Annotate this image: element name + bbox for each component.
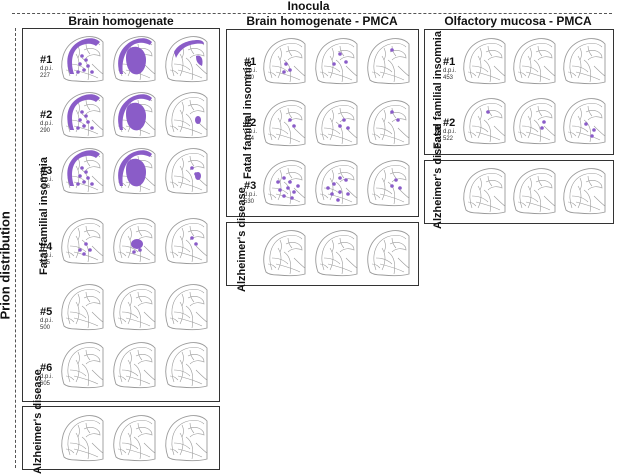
omp-ad-section-c3 bbox=[563, 168, 606, 215]
omp-section-r1-c3 bbox=[563, 38, 606, 85]
side-divider bbox=[15, 28, 16, 468]
bhp-section-r1-c2 bbox=[315, 38, 358, 85]
bh-section-r5-c3 bbox=[165, 284, 208, 331]
bh-row-5-label: #5 d.p.i. 500 bbox=[40, 306, 54, 331]
bh-ffi-box bbox=[22, 28, 220, 402]
bhp-section-r3-c2 bbox=[315, 160, 358, 207]
bhp-section-r1-c1 bbox=[263, 38, 306, 85]
omp-row-1-label: #1 d.p.i. 453 bbox=[443, 56, 457, 81]
bh-section-r4-c3 bbox=[165, 218, 208, 265]
omp-row-2-label: #2 d.p.i. 522 bbox=[443, 117, 457, 142]
omp-section-r2-c1 bbox=[463, 98, 506, 145]
bh-section-r6-c1 bbox=[61, 342, 104, 389]
bh-section-r3-c2 bbox=[113, 148, 156, 195]
inocula-title: Inocula bbox=[287, 0, 330, 13]
bhp-section-r1-c3 bbox=[367, 38, 410, 85]
bhp-section-r3-c1 bbox=[263, 160, 306, 207]
omp-ad-section-c1 bbox=[463, 168, 506, 215]
omp-section-r1-c2 bbox=[513, 38, 556, 85]
bhp-section-r3-c3 bbox=[367, 160, 410, 207]
bhp-ad-label: Alzheimer's disease bbox=[236, 187, 248, 292]
omp-ad-label: Alzheimer's disease bbox=[432, 124, 444, 229]
bh-row-2-label: #2 d.p.i. 290 bbox=[40, 109, 54, 134]
bh-section-r3-c3 bbox=[165, 148, 208, 195]
omp-ad-section-c2 bbox=[513, 168, 556, 215]
bhp-ad-section-c3 bbox=[367, 230, 410, 277]
bh-section-r1-c2 bbox=[113, 36, 156, 83]
bhp-row-2-label: #2 d.p.i. 474 bbox=[244, 117, 258, 142]
bh-row-1-label: #1 d.p.i. 227 bbox=[40, 54, 54, 79]
bh-row-6-label: #6 d.p.i. 605 bbox=[40, 362, 54, 387]
bh-section-r4-c1 bbox=[61, 218, 104, 265]
bh-ad-section-c3 bbox=[165, 415, 208, 462]
bh-row-4-label: #4 d.p.i. 495 bbox=[40, 241, 54, 266]
bh-section-r1-c3 bbox=[165, 36, 208, 83]
bh-ad-section-c1 bbox=[61, 415, 104, 462]
omp-section-r1-c1 bbox=[463, 38, 506, 85]
bhp-section-r2-c3 bbox=[367, 100, 410, 147]
bhp-row-3-label: #3 d.p.i. 530 bbox=[244, 180, 258, 205]
bhp-section-r2-c1 bbox=[263, 100, 306, 147]
bh-section-r2-c3 bbox=[165, 92, 208, 139]
prion-distribution-label: Prion distribution bbox=[0, 211, 13, 320]
brain-homogenate-pmca-title: Brain homogenate - PMCA bbox=[246, 14, 398, 28]
omp-section-r2-c3 bbox=[563, 98, 606, 145]
bh-section-r2-c2 bbox=[113, 92, 156, 139]
bh-section-r5-c1 bbox=[61, 284, 104, 331]
bh-section-r4-c2 bbox=[113, 218, 156, 265]
brain-homogenate-title: Brain homogenate bbox=[68, 14, 174, 28]
bhp-ad-section-c2 bbox=[315, 230, 358, 277]
bh-ad-section-c2 bbox=[113, 415, 156, 462]
bhp-row-1-label: #1 d.p.i. 460 bbox=[244, 56, 258, 81]
omp-section-r2-c2 bbox=[513, 98, 556, 145]
olfactory-mucosa-pmca-title: Olfactory mucosa - PMCA bbox=[444, 14, 592, 28]
bh-section-r1-c1 bbox=[61, 36, 104, 83]
bh-section-r5-c2 bbox=[113, 284, 156, 331]
inocula-divider bbox=[12, 13, 612, 14]
bh-section-r6-c3 bbox=[165, 342, 208, 389]
bh-ad-label: Alzheimer's disease bbox=[32, 369, 44, 474]
bhp-section-r2-c2 bbox=[315, 100, 358, 147]
bh-section-r3-c1 bbox=[61, 148, 104, 195]
bh-section-r2-c1 bbox=[61, 92, 104, 139]
bh-row-3-label: #3 d.p.i. 466 bbox=[40, 165, 54, 190]
bh-section-r6-c2 bbox=[113, 342, 156, 389]
bhp-ad-section-c1 bbox=[263, 230, 306, 277]
